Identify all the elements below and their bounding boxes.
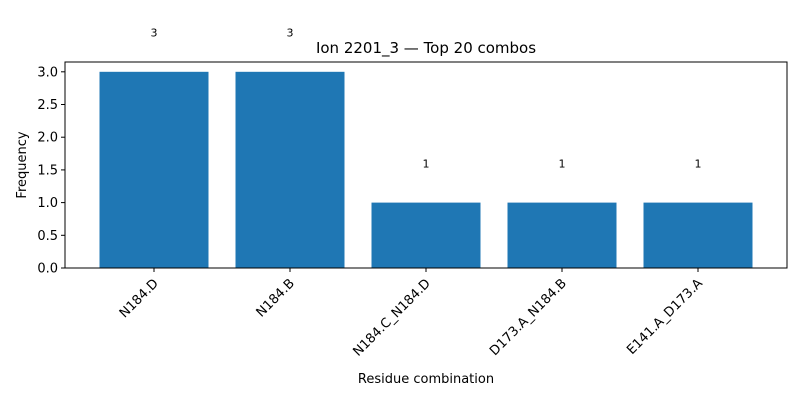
x-tick-label-2: N184.C_N184.D — [350, 276, 433, 359]
data-label-2: 1 — [423, 157, 430, 170]
x-tick-label-1: N184.B — [254, 276, 298, 320]
y-tick-label-1: 0.5 — [37, 229, 58, 244]
bars-group — [99, 71, 753, 268]
y-tick-label-0: 0.0 — [37, 262, 58, 277]
bar-4 — [643, 202, 753, 268]
y-tick-label-4: 2.0 — [37, 131, 58, 146]
x-tick-label-4: E141.A_D173.A — [624, 276, 706, 358]
data-label-0: 3 — [151, 27, 158, 40]
bar-1 — [235, 71, 345, 268]
x-tick-label-0: N184.D — [117, 276, 162, 321]
plot-frame — [64, 61, 788, 269]
chart-title: Ion 2201_3 — Top 20 combos — [316, 39, 536, 58]
y-tick-label-5: 2.5 — [37, 98, 58, 113]
data-label-3: 1 — [559, 157, 566, 170]
data-labels-group: 3 3 1 1 1 — [151, 27, 702, 171]
y-axis-label: Frequency — [15, 131, 30, 198]
x-axis-label: Residue combination — [358, 372, 494, 387]
y-axis: 0.0 0.5 1.0 1.5 2.0 2.5 3.0 — [37, 65, 65, 277]
y-tick-label-6: 3.0 — [37, 65, 58, 80]
data-label-4: 1 — [695, 157, 702, 170]
bar-3 — [507, 202, 617, 268]
bar-2 — [371, 202, 481, 268]
x-tick-label-3: D173.A_N184.B — [487, 276, 570, 359]
y-tick-label-3: 1.5 — [37, 163, 58, 178]
y-tick-label-2: 1.0 — [37, 196, 58, 211]
x-axis: N184.D N184.B N184.C_N184.D D173.A_N184.B E1… — [117, 268, 706, 360]
bar-0 — [99, 71, 209, 268]
data-label-1: 3 — [287, 27, 294, 40]
